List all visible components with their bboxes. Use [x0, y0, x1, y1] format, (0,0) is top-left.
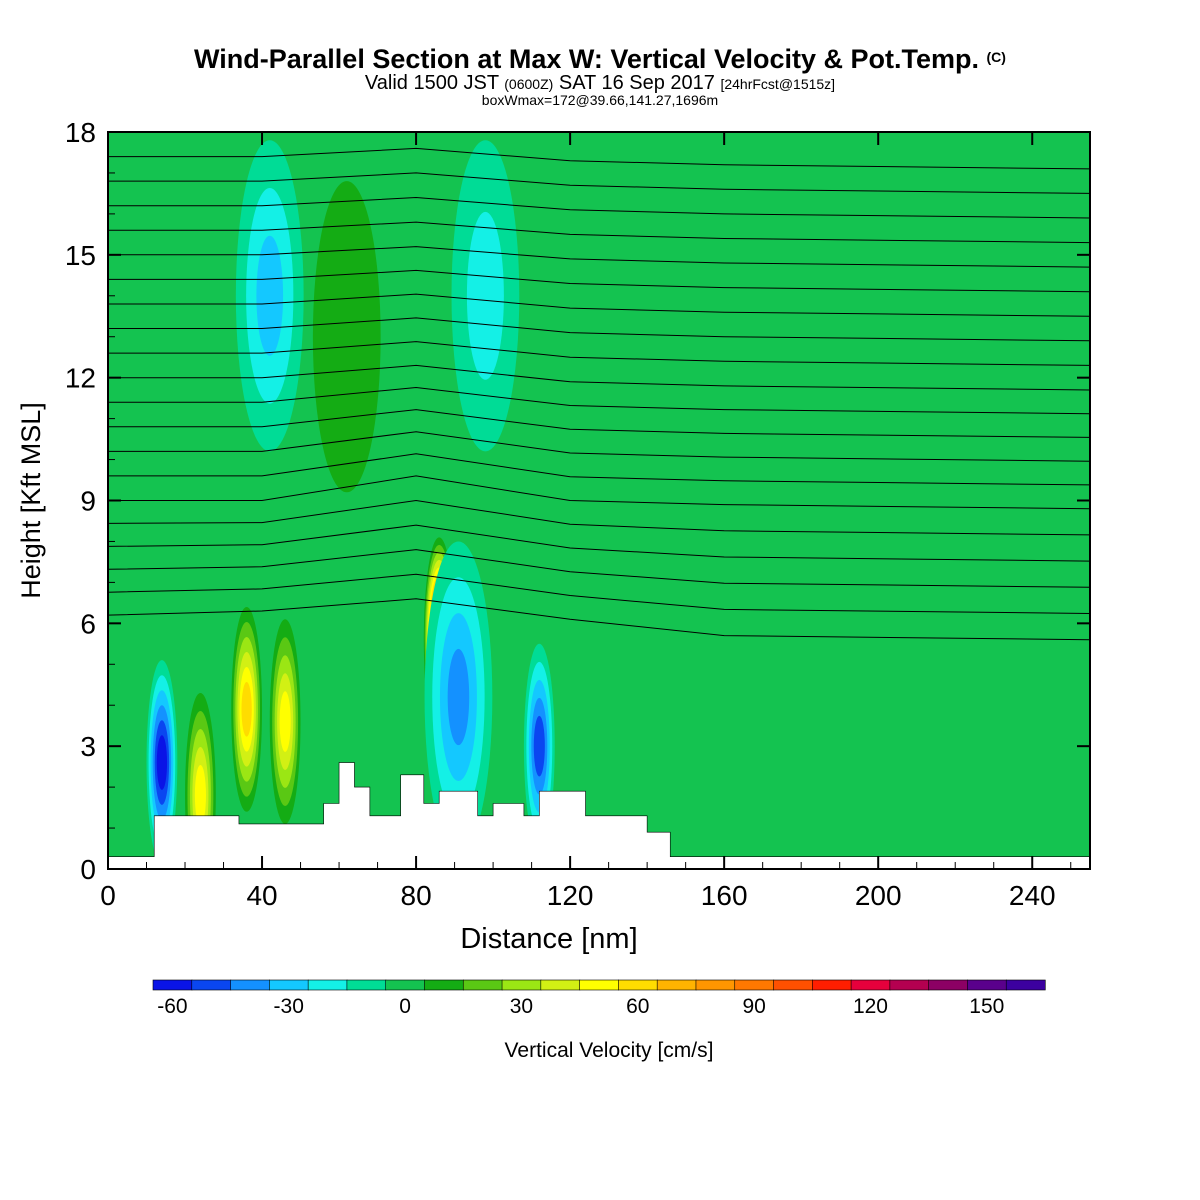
colorbar-swatch — [540, 979, 581, 991]
velocity-feature — [466, 211, 504, 380]
potential-temperature-contours — [108, 147, 1090, 641]
theta-contour — [108, 409, 1090, 438]
theta-contour — [108, 172, 1090, 194]
colorbar-swatch — [695, 979, 736, 991]
x-axis-label: Distance [nm] — [460, 923, 637, 955]
theta-contour — [108, 453, 1090, 486]
x-tick-label: 0 — [100, 880, 116, 911]
velocity-feature — [194, 765, 206, 826]
colorbar-swatch — [773, 979, 813, 991]
y-tick-label: 9 — [80, 486, 96, 517]
x-tick-label: 120 — [547, 880, 594, 911]
velocity-feature — [279, 691, 291, 752]
y-tick-label: 15 — [65, 240, 96, 271]
theta-contour — [108, 573, 1090, 614]
colorbar-swatch — [850, 979, 891, 991]
velocity-feature — [312, 181, 381, 493]
chart-valid-time: Valid 1500 JST (0600Z) SAT 16 Sep 2017 [… — [364, 72, 836, 94]
colorbar-swatch — [152, 979, 193, 991]
colorbar-swatch — [346, 979, 387, 991]
colorbar-tick-label: 60 — [626, 995, 649, 1018]
colorbar-swatch — [424, 979, 464, 991]
theta-contour — [108, 269, 1090, 293]
colorbar-label: Vertical Velocity [cm/s] — [505, 1039, 714, 1062]
x-tick-label: 240 — [1009, 880, 1056, 911]
velocity-feature — [241, 682, 252, 737]
colorbar-swatch — [656, 979, 697, 991]
colorbar-swatch — [230, 979, 270, 991]
colorbar-tick-label: -30 — [274, 995, 304, 1018]
theta-contour — [108, 386, 1090, 415]
theta-contour — [108, 341, 1090, 366]
theta-contour — [108, 293, 1090, 317]
colorbar-swatch — [385, 979, 426, 991]
velocity-feature — [156, 735, 168, 790]
x-tick-label: 160 — [701, 880, 748, 911]
colorbar-tick-label: 150 — [969, 995, 1004, 1018]
x-tick-label: 40 — [246, 880, 277, 911]
theta-contour — [108, 221, 1090, 244]
colorbar-tick-label: -60 — [157, 995, 187, 1018]
y-tick-label: 6 — [80, 608, 96, 639]
colorbar-swatch — [812, 979, 852, 991]
colorbar-swatch — [462, 979, 503, 991]
y-tick-label: 0 — [80, 854, 96, 885]
colorbar-swatch — [307, 979, 348, 991]
colorbar-tick-label: 90 — [742, 995, 765, 1018]
colorbar-swatch — [269, 979, 309, 991]
velocity-feature — [533, 715, 545, 777]
theta-contour — [108, 317, 1090, 342]
theta-contour — [108, 364, 1090, 391]
theta-contour — [108, 598, 1090, 641]
colorbar-swatch — [889, 979, 930, 991]
axes: 0 40 80 120 160 200 240 0 3 6 9 12 15 18 — [65, 117, 1090, 911]
x-tick-label: 200 — [855, 880, 902, 911]
theta-contour — [108, 431, 1090, 462]
velocity-field — [108, 132, 1090, 869]
colorbar-swatch — [579, 979, 619, 991]
terrain-mask — [107, 762, 1091, 870]
y-tick-label: 12 — [65, 363, 96, 394]
y-axis-label: Height [Kft MSL] — [16, 402, 46, 599]
chart-subtitle: boxWmax=172@39.66,141.27,1696m — [481, 92, 719, 108]
colorbar-swatch — [928, 979, 969, 991]
theta-contour — [108, 147, 1090, 170]
colorbar-tick-label: 120 — [853, 995, 888, 1018]
velocity-feature — [256, 235, 284, 356]
theta-contour — [108, 196, 1090, 219]
theta-contour — [108, 499, 1090, 536]
theta-contour — [108, 475, 1090, 510]
theta-contour — [108, 524, 1090, 562]
chart-title: Wind-Parallel Section at Max W: Vertical… — [194, 44, 1006, 74]
colorbar-swatch — [967, 979, 1007, 991]
theta-contour — [108, 246, 1090, 268]
colorbar-swatch — [734, 979, 775, 991]
colorbar-swatch — [191, 979, 232, 991]
colorbar-swatch — [501, 979, 542, 991]
colorbar-swatch — [1005, 979, 1046, 991]
colorbar: -60 -30 0 30 60 90 120 150 — [152, 979, 1046, 1018]
y-tick-label: 18 — [65, 117, 96, 148]
copyright-mark: (C) — [986, 49, 1006, 65]
colorbar-tick-label: 30 — [510, 995, 533, 1018]
theta-contour — [108, 549, 1090, 588]
colorbar-swatch — [618, 979, 658, 991]
x-tick-label: 80 — [401, 880, 432, 911]
velocity-feature — [447, 648, 470, 746]
colorbar-tick-label: 0 — [399, 995, 411, 1018]
y-tick-label: 3 — [80, 731, 96, 762]
